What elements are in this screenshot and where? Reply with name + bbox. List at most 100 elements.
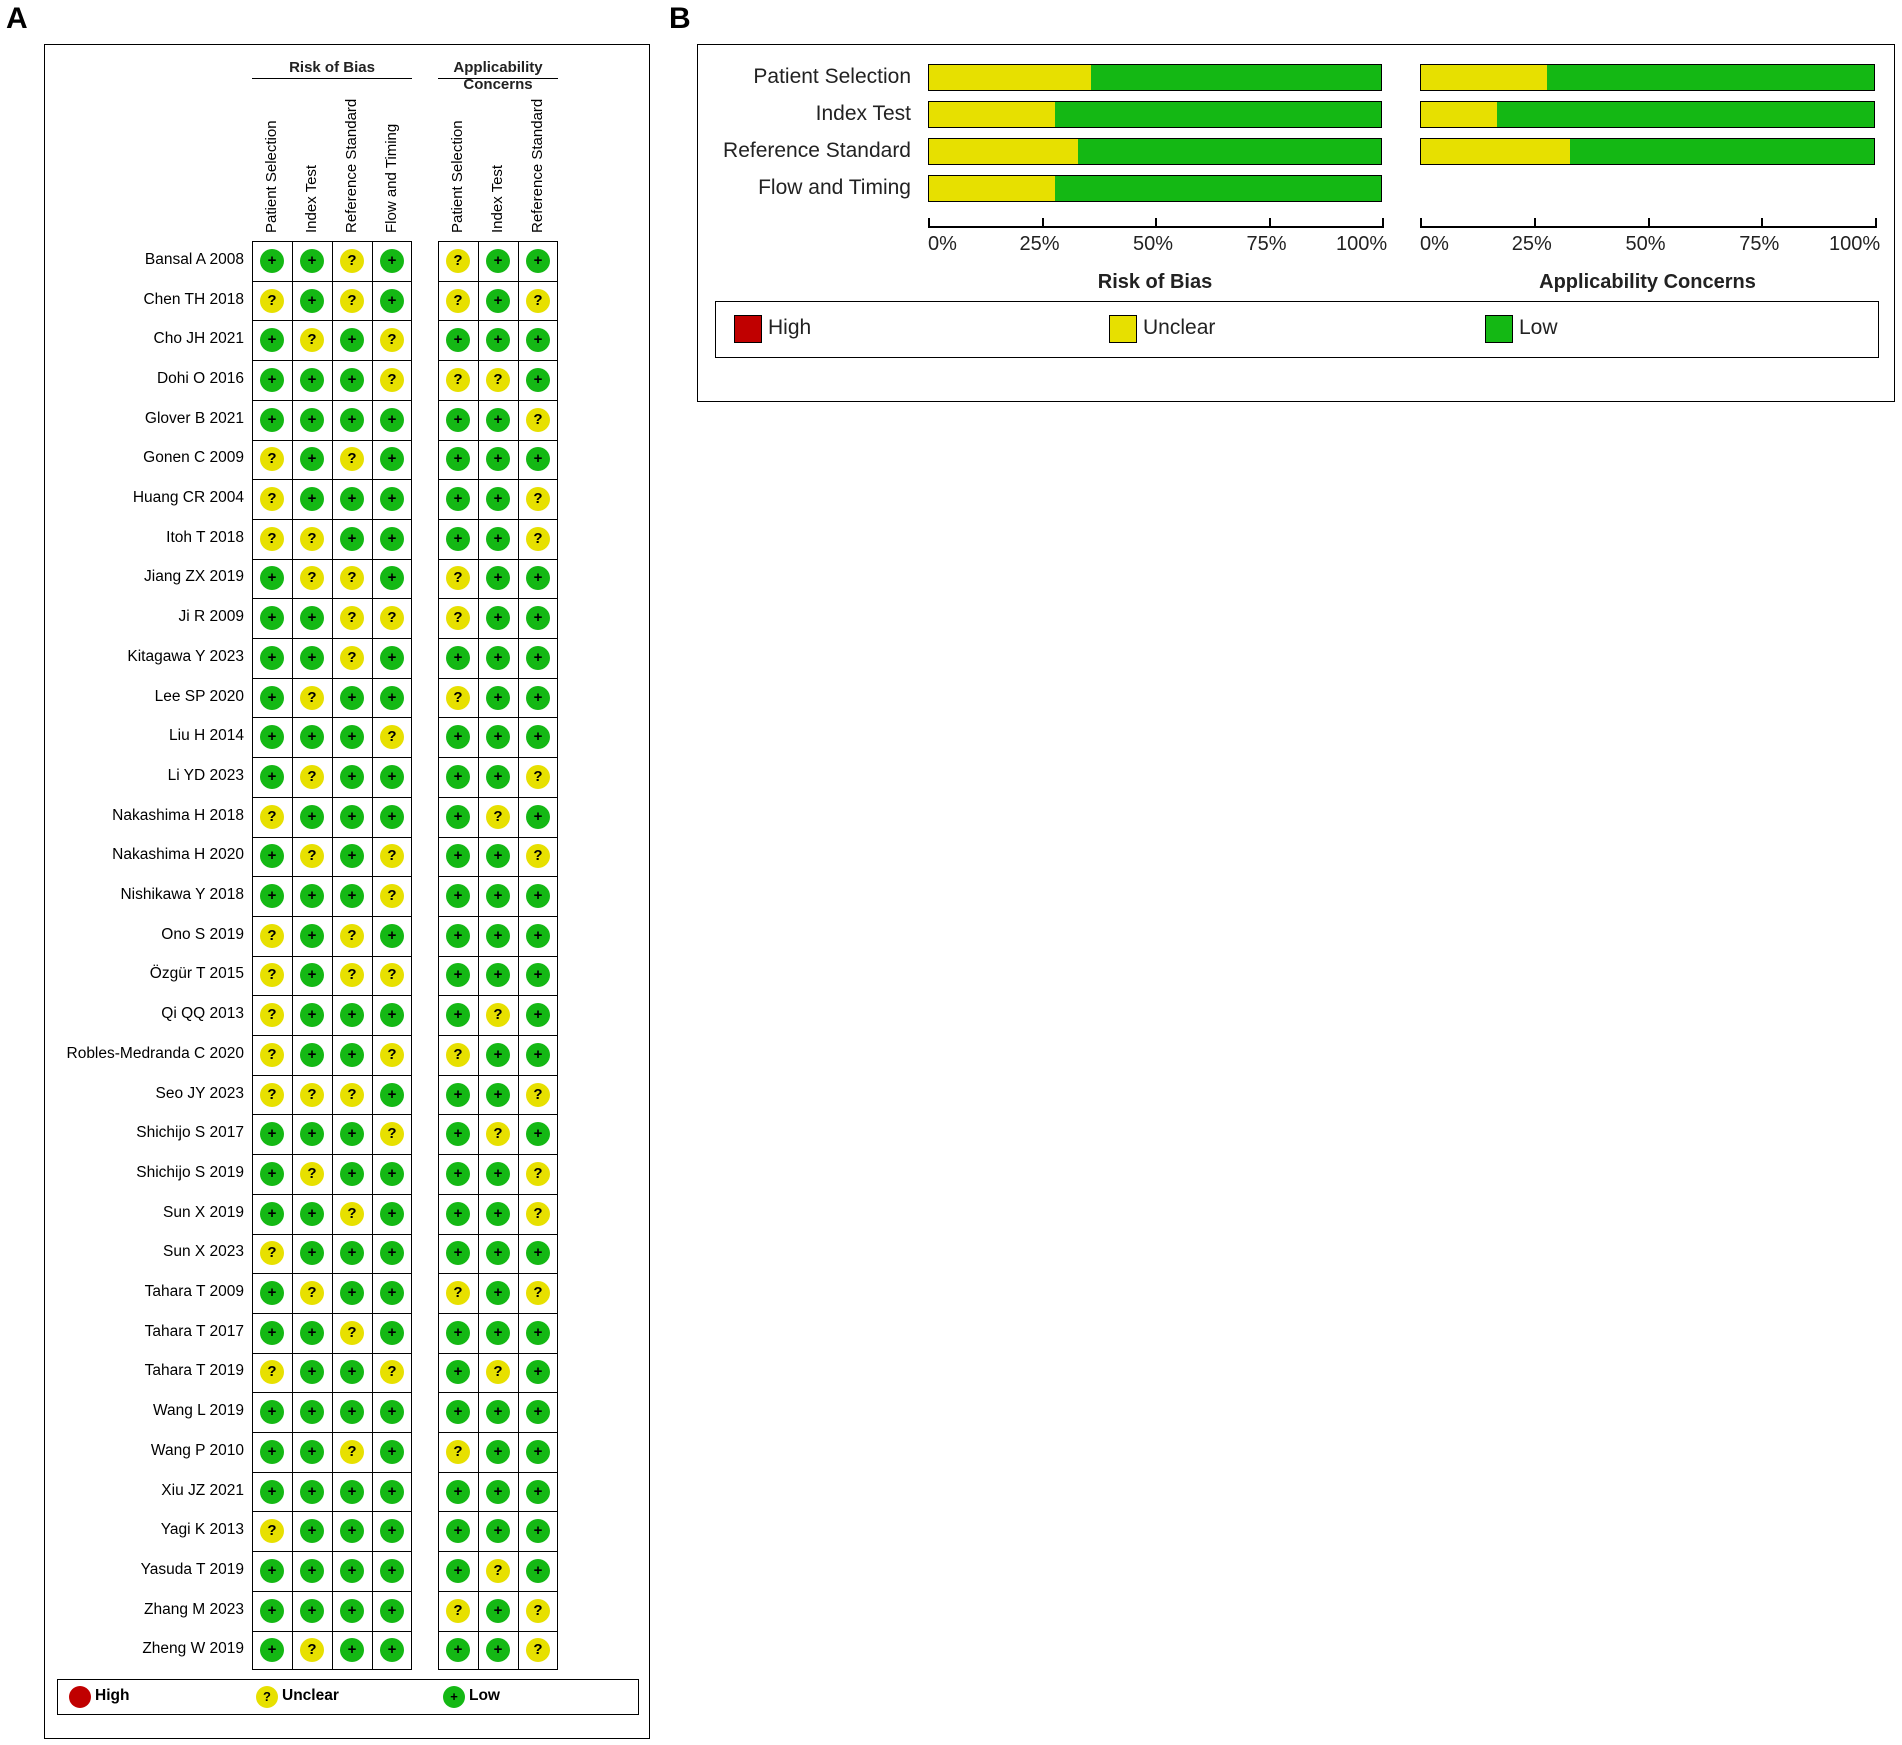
unclear-bar-segment <box>928 175 1056 202</box>
low-judgement-dot: + <box>260 1479 284 1504</box>
low-judgement-dot: + <box>300 1519 324 1544</box>
risk-of-bias-grid-row-divider <box>252 836 412 838</box>
x-axis-tick <box>1382 218 1384 228</box>
study-label: Wang L 2019 <box>152 1402 244 1420</box>
applicability-grid-row-divider <box>438 1154 558 1156</box>
applicability-grid-row-divider <box>438 796 558 798</box>
low-judgement-dot: + <box>260 1281 284 1306</box>
low-judgement-dot: + <box>526 1360 550 1385</box>
risk-of-bias-grid-row-divider <box>252 995 412 997</box>
low-judgement-dot: + <box>486 764 510 789</box>
unclear-judgement-dot: ? <box>526 526 550 551</box>
low-judgement-dot: + <box>260 725 284 750</box>
low-judgement-dot: + <box>486 248 510 273</box>
study-label: Sun X 2019 <box>162 1203 244 1221</box>
unclear-legend-label: Unclear <box>282 1687 339 1704</box>
unclear-judgement-dot: ? <box>260 526 284 551</box>
x-axis-tick-label: 0% <box>928 233 957 255</box>
study-label: Kitagawa Y 2023 <box>127 647 244 665</box>
low-judgement-dot: + <box>380 1479 404 1504</box>
applicability-column-label: Index Test <box>489 164 506 233</box>
unclear-judgement-dot: ? <box>260 1042 284 1067</box>
low-judgement-dot: + <box>486 566 510 591</box>
low-judgement-dot: + <box>300 1479 324 1504</box>
low-judgement-dot: + <box>486 447 510 472</box>
low-judgement-dot: + <box>486 1042 510 1067</box>
study-label: Xiu JZ 2021 <box>161 1481 244 1499</box>
low-judgement-dot: + <box>486 1439 510 1464</box>
low-judgement-dot: + <box>340 526 364 551</box>
risk-of-bias-grid-row-divider <box>252 439 412 441</box>
applicability-grid-row-divider <box>438 320 558 322</box>
low-judgement-dot: + <box>380 1400 404 1425</box>
low-judgement-dot: + <box>340 328 364 353</box>
low-judgement-dot: + <box>300 1042 324 1067</box>
risk-of-bias-summary-panel: Risk of Bias Applicability Concerns Patien… <box>44 44 650 1739</box>
unclear-judgement-dot: ? <box>300 328 324 353</box>
unclear-judgement-dot: ? <box>260 487 284 512</box>
low-judgement-dot: + <box>486 645 510 670</box>
low-judgement-dot: + <box>486 1638 510 1663</box>
low-judgement-dot: + <box>380 248 404 273</box>
unclear-judgement-dot: ? <box>486 1360 510 1385</box>
low-judgement-dot: + <box>300 606 324 631</box>
unclear-bar-segment <box>1420 64 1548 91</box>
risk-of-bias-group-underline <box>252 78 412 79</box>
low-judgement-dot: + <box>446 804 470 829</box>
study-label: Nakashima H 2020 <box>112 846 244 864</box>
applicability-grid-row-divider <box>438 1392 558 1394</box>
unclear-judgement-dot: ? <box>260 804 284 829</box>
low-judgement-dot: + <box>300 1439 324 1464</box>
low-judgement-dot: + <box>486 1161 510 1186</box>
low-judgement-dot: + <box>300 963 324 988</box>
unclear-judgement-dot: ? <box>380 884 404 909</box>
low-judgement-dot: + <box>380 1439 404 1464</box>
low-judgement-dot: + <box>300 884 324 909</box>
risk-of-bias-grid-row-divider <box>252 598 412 600</box>
low-judgement-dot: + <box>446 1161 470 1186</box>
unclear-judgement-dot: ? <box>446 1439 470 1464</box>
low-judgement-dot: + <box>340 1638 364 1663</box>
low-judgement-dot: + <box>300 804 324 829</box>
low-judgement-dot: + <box>260 844 284 869</box>
risk-of-bias-grid-row-divider <box>252 1511 412 1513</box>
risk-of-bias-group-title: Risk of Bias <box>289 59 375 76</box>
unclear-judgement-dot: ? <box>446 367 470 392</box>
applicability-grid-row-divider <box>438 1551 558 1553</box>
risk-of-bias-grid-row-divider <box>252 1590 412 1592</box>
unclear-judgement-dot: ? <box>526 1638 550 1663</box>
applicability-grid-row-divider <box>438 876 558 878</box>
study-label: Seo JY 2023 <box>155 1084 244 1102</box>
unclear-judgement-dot: ? <box>380 1122 404 1147</box>
low-judgement-dot: + <box>260 884 284 909</box>
risk-of-bias-grid-row-divider <box>252 280 412 282</box>
unclear-judgement-dot: ? <box>526 288 550 313</box>
unclear-judgement-dot: ? <box>526 407 550 432</box>
low-judgement-dot: + <box>446 884 470 909</box>
unclear-judgement-dot: ? <box>300 566 324 591</box>
unclear-judgement-dot: ? <box>380 1042 404 1067</box>
low-bar-segment <box>1055 101 1382 128</box>
category-label: Patient Selection <box>753 65 911 88</box>
low-legend-swatch <box>1485 315 1513 343</box>
panel-a-letter: A <box>6 2 28 35</box>
low-judgement-dot: + <box>340 1003 364 1028</box>
low-judgement-dot: + <box>380 1638 404 1663</box>
low-judgement-dot: + <box>300 1122 324 1147</box>
unclear-judgement-dot: ? <box>526 1161 550 1186</box>
low-judgement-dot: + <box>486 1082 510 1107</box>
low-judgement-dot: + <box>340 685 364 710</box>
applicability-grid-row-divider <box>438 638 558 639</box>
low-judgement-dot: + <box>340 764 364 789</box>
risk-of-bias-grid-row-divider <box>252 479 412 481</box>
low-judgement-dot: + <box>446 407 470 432</box>
low-bar-segment <box>1077 138 1382 165</box>
x-axis-tick-label: 100% <box>1829 233 1881 255</box>
unclear-judgement-dot: ? <box>340 1201 364 1226</box>
applicability-grid-row-divider <box>438 439 558 441</box>
low-judgement-dot: + <box>486 526 510 551</box>
study-label: Huang CR 2004 <box>132 489 244 507</box>
low-judgement-dot: + <box>446 963 470 988</box>
low-legend-label: Low <box>1519 316 1558 339</box>
x-axis-tick <box>928 218 930 228</box>
